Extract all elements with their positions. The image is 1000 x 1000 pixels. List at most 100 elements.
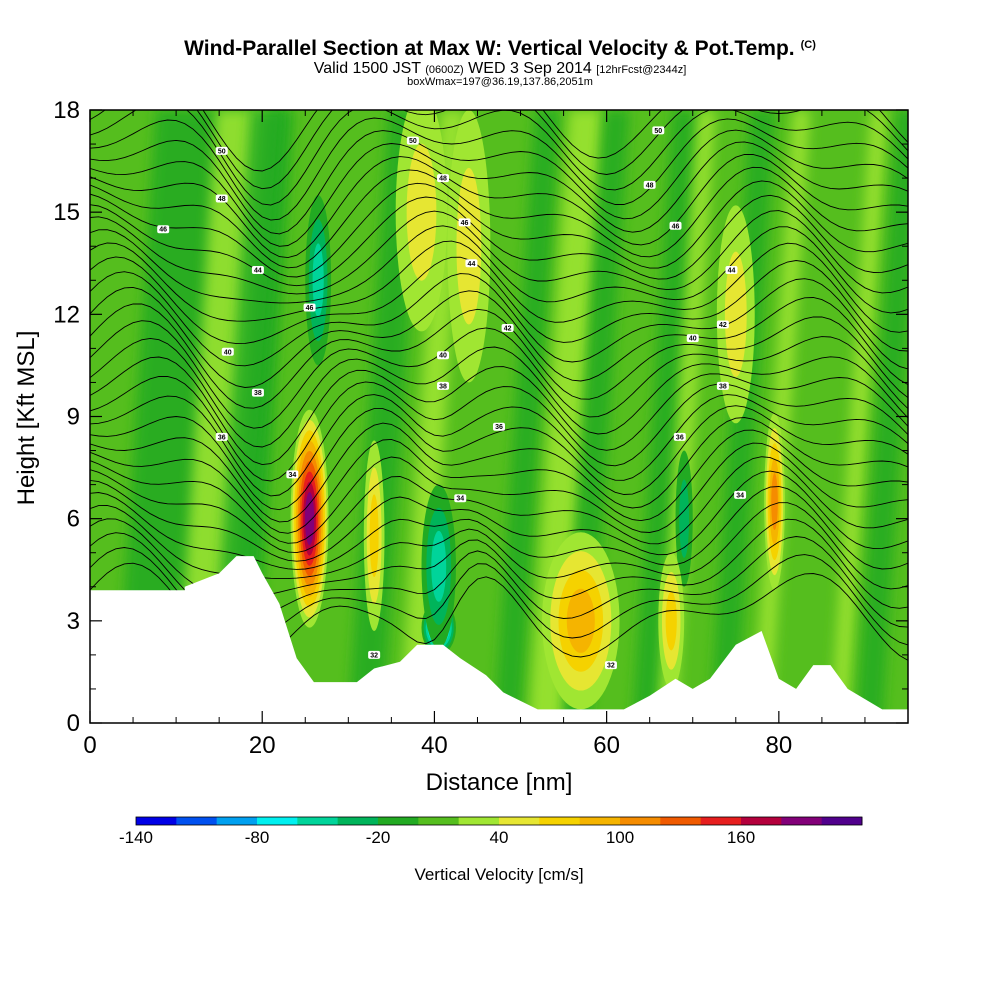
theta-contour	[90, 320, 908, 429]
contour-label: 38	[439, 383, 447, 390]
theta-contour	[90, 180, 908, 278]
theta-contour	[90, 394, 908, 497]
theta-contour	[90, 110, 908, 190]
y-tick-label: 18	[53, 97, 80, 124]
contour-label: 46	[306, 305, 314, 312]
x-tick-label: 20	[249, 732, 276, 759]
contour-label: 40	[439, 353, 447, 360]
colorbar-tick-label: 100	[606, 828, 634, 847]
contour-label: 46	[672, 223, 680, 230]
colorbar-tick-label: 160	[727, 828, 755, 847]
colorbar-frame	[135, 816, 863, 826]
contour-label: 50	[654, 128, 662, 135]
colorbar-swatch	[499, 817, 540, 825]
velocity-cell	[679, 479, 690, 558]
valid-date: WED 3 Sep 2014	[468, 60, 592, 77]
theta-contour	[90, 110, 908, 206]
contour-label: 42	[504, 325, 512, 332]
contour-label: 38	[719, 383, 727, 390]
colorbar-swatch	[418, 817, 460, 825]
colorbar-swatch	[216, 817, 258, 825]
contour-label: 48	[439, 176, 447, 183]
y-axis-title: Height [Kft MSL]	[13, 331, 40, 506]
theta-contour	[90, 456, 908, 554]
contour-label-bg	[493, 422, 505, 431]
x-tick-label: 80	[765, 732, 792, 759]
theta-contour	[90, 337, 908, 448]
velocity-cell	[304, 492, 315, 546]
contour-label-bg	[725, 266, 738, 275]
y-tick-label: 6	[67, 506, 80, 533]
contour-label-bg	[716, 320, 729, 329]
terrain-mask	[90, 556, 908, 723]
contour-label-bg	[368, 650, 381, 659]
contour-label: 42	[719, 322, 727, 329]
colorbar-tick-label: 40	[490, 828, 509, 847]
contour-label-bg	[458, 218, 471, 227]
colorbar-swatch	[660, 817, 702, 825]
colorbar-swatch	[378, 817, 419, 825]
colorbar-swatch	[700, 817, 742, 825]
box-info: boxWmax=197@36.19,137.86,2051m	[407, 76, 593, 88]
contour-label-bg	[454, 494, 467, 503]
theta-contour	[90, 210, 908, 295]
y-tick-label: 3	[67, 608, 80, 635]
theta-contour	[90, 225, 908, 314]
colorbar-swatch	[136, 817, 177, 825]
contour-label: 36	[495, 424, 503, 431]
forecast-info: [12hrFcst@2344z]	[596, 64, 687, 76]
contour-label: 36	[676, 434, 684, 441]
chart-title: Wind-Parallel Section at Max W: Vertical…	[0, 37, 1000, 61]
theta-contour	[90, 303, 908, 409]
contour-label-bg	[406, 136, 419, 145]
colorbar-title: Vertical Velocity [cm/s]	[414, 865, 583, 884]
plot-area: 50 48 46 44 46 40 38 36 34 50 48 46 44 42 40 38 36 34 32 50…	[89, 109, 909, 724]
colorbar-swatch	[458, 817, 500, 825]
velocity-cell	[566, 588, 595, 653]
theta-contour	[90, 117, 908, 221]
contour-label: 50	[218, 148, 226, 155]
valid-zulu: (0600Z)	[425, 64, 464, 76]
contour-label-bg	[437, 381, 450, 390]
contour-label: 44	[468, 261, 476, 268]
terrain	[90, 556, 908, 723]
colorbar-swatch	[257, 817, 298, 825]
theta-contour	[202, 110, 908, 172]
theta-contour	[90, 442, 908, 544]
valid-prefix: Valid 1500 JST	[313, 60, 421, 77]
velocity-cell	[406, 143, 437, 281]
contour-label: 44	[728, 268, 736, 275]
x-tick-label: 0	[83, 732, 96, 759]
colorbar-tick-label: -20	[366, 828, 391, 847]
theta-contour	[90, 417, 908, 523]
contour-label: 32	[607, 663, 615, 670]
colorbar: -140 -80 -20 40 100 160	[119, 816, 863, 847]
theta-contour	[90, 429, 908, 534]
theta-contour	[90, 271, 908, 370]
colorbar-swatch	[781, 817, 823, 825]
contour-label: 38	[254, 390, 262, 397]
y-tick-label: 12	[53, 301, 80, 328]
contour-label: 48	[218, 196, 226, 203]
velocity-cells	[290, 110, 785, 710]
contour-label-bg	[501, 323, 514, 332]
contour-label-bg	[157, 225, 170, 234]
contour-label: 36	[218, 434, 226, 441]
theta-contour	[90, 286, 908, 388]
theta-contour	[90, 153, 908, 259]
contour-label-bg	[251, 266, 264, 275]
y-tick-label: 0	[67, 710, 80, 737]
contour-label-bg	[437, 351, 450, 360]
contour-label-bg	[221, 347, 234, 356]
contour-label-bg	[437, 174, 450, 183]
contour-label-bg	[673, 432, 686, 441]
contour-label-bg	[251, 388, 264, 397]
contour-label: 34	[288, 472, 296, 479]
colorbar-swatch	[741, 817, 782, 825]
contour-label-bg	[652, 126, 665, 135]
contour-label-bg	[604, 661, 617, 670]
x-tick-label: 60	[593, 732, 620, 759]
velocity-cell	[431, 530, 447, 602]
theta-contour	[90, 256, 908, 352]
